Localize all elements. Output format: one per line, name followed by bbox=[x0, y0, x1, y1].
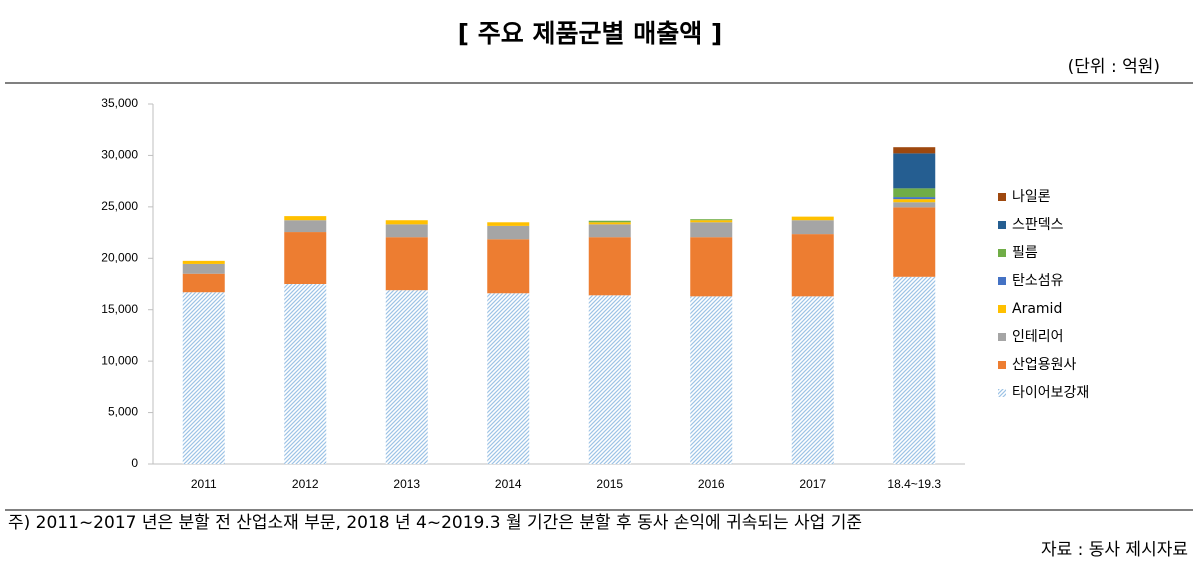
unit-label: (단위 : 억원) bbox=[1068, 57, 1160, 77]
bar-segment bbox=[284, 220, 327, 233]
x-tick-label: 2017 bbox=[799, 477, 826, 491]
legend-label: 산업용원사 bbox=[1012, 357, 1077, 373]
bar-segment bbox=[893, 202, 936, 208]
bar-segment bbox=[487, 222, 530, 226]
source: 자료 : 동사 제시자료 bbox=[1041, 540, 1188, 560]
bar-segment bbox=[284, 232, 327, 284]
legend-label: 타이어보강재 bbox=[1012, 385, 1089, 401]
bar-segment bbox=[588, 220, 631, 223]
bar-segment bbox=[385, 224, 428, 238]
legend-swatch bbox=[998, 333, 1006, 341]
legend-swatch bbox=[998, 277, 1006, 285]
legend-label: 인테리어 bbox=[1012, 329, 1064, 345]
bar-segment bbox=[182, 273, 225, 293]
y-tick-label: 25,000 bbox=[101, 199, 138, 213]
bar-segment bbox=[487, 225, 530, 240]
bar-segment bbox=[893, 197, 936, 200]
bar-segment bbox=[588, 222, 631, 225]
bar-segment bbox=[893, 199, 936, 203]
bar-segment bbox=[791, 220, 834, 235]
legend-swatch bbox=[998, 361, 1006, 369]
x-tick-label: 2014 bbox=[495, 477, 522, 491]
y-tick-label: 20,000 bbox=[101, 250, 138, 264]
bar-segment bbox=[690, 219, 733, 221]
legend-swatch bbox=[998, 389, 1006, 397]
y-tick-label: 10,000 bbox=[101, 353, 138, 367]
x-tick-label: 18.4~19.3 bbox=[887, 477, 941, 491]
chart-title: [ 주요 제품군별 매출액 ] bbox=[458, 19, 723, 48]
bar-segment bbox=[893, 188, 936, 198]
bar-segment bbox=[690, 222, 733, 238]
y-tick-label: 30,000 bbox=[101, 148, 138, 162]
x-tick-label: 2012 bbox=[292, 477, 319, 491]
bar-segment bbox=[182, 292, 225, 464]
bar-segment bbox=[284, 216, 327, 221]
legend-swatch bbox=[998, 193, 1006, 201]
y-tick-label: 0 bbox=[131, 456, 138, 470]
bar-segment bbox=[284, 284, 327, 464]
x-tick-label: 2015 bbox=[596, 477, 623, 491]
y-tick-label: 5,000 bbox=[108, 405, 138, 419]
bar-segment bbox=[588, 224, 631, 238]
bar-segment bbox=[791, 296, 834, 464]
bar-segment bbox=[385, 290, 428, 464]
bar-segment bbox=[182, 260, 225, 264]
y-tick-label: 15,000 bbox=[101, 302, 138, 316]
y-tick-label: 35,000 bbox=[101, 96, 138, 110]
bar-segment bbox=[791, 234, 834, 297]
bar-segment bbox=[487, 293, 530, 464]
legend-label: 나일론 bbox=[1012, 189, 1051, 205]
legend-label: 필름 bbox=[1012, 245, 1038, 261]
bar-segment bbox=[893, 147, 936, 154]
bar-segment bbox=[791, 216, 834, 221]
bar-segment bbox=[385, 237, 428, 291]
x-tick-label: 2013 bbox=[393, 477, 420, 491]
bar-segment bbox=[690, 220, 733, 223]
legend-swatch bbox=[998, 221, 1006, 229]
legend-label: 탄소섬유 bbox=[1012, 273, 1064, 289]
bar-segment bbox=[588, 295, 631, 464]
bar-segment bbox=[588, 237, 631, 296]
legend-label: Aramid bbox=[1012, 301, 1062, 317]
bar-segment bbox=[182, 263, 225, 274]
note: 주) 2011~2017 년은 분할 전 산업소재 부문, 2018 년 4~2… bbox=[8, 513, 862, 533]
legend-label: 스판덱스 bbox=[1012, 217, 1064, 233]
bar-segment bbox=[893, 276, 936, 464]
legend-swatch bbox=[998, 249, 1006, 257]
x-tick-label: 2016 bbox=[698, 477, 725, 491]
bar-segment bbox=[893, 207, 936, 277]
x-tick-label: 2011 bbox=[191, 477, 217, 491]
bar-segment bbox=[690, 296, 733, 464]
bar-segment bbox=[487, 239, 530, 294]
bar-segment bbox=[893, 153, 936, 189]
bar-segment bbox=[690, 237, 733, 297]
bar-segment bbox=[385, 220, 428, 225]
legend-swatch bbox=[998, 305, 1006, 313]
